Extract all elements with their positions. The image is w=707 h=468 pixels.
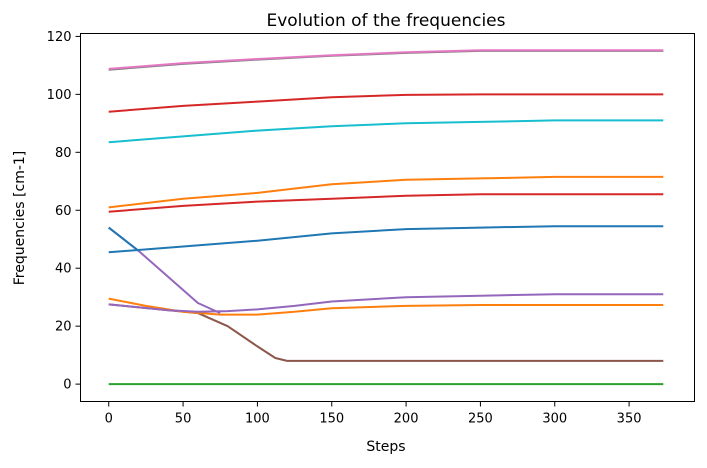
y-tick-label-0: 0 xyxy=(63,378,71,393)
x-tick-label-1: 50 xyxy=(175,412,192,427)
y-tick-label-4: 80 xyxy=(55,146,72,161)
y-tick-label-2: 40 xyxy=(55,262,72,277)
x-axis-title: Steps xyxy=(366,439,405,455)
y-tick-label-1: 20 xyxy=(55,320,72,335)
y-tick-label-6: 120 xyxy=(47,30,72,45)
series-line-3 xyxy=(108,293,664,313)
y-axis-title: Frequencies [cm-1] xyxy=(12,151,28,286)
x-tick-label-2: 100 xyxy=(245,412,270,427)
series-line-10 xyxy=(108,93,664,113)
y-axis: 0 20 40 60 80 100 120 xyxy=(47,30,81,393)
series-line-5 xyxy=(108,226,140,252)
x-tick-label-4: 200 xyxy=(394,412,419,427)
y-tick-label-5: 100 xyxy=(47,88,72,103)
x-tick-label-3: 150 xyxy=(319,412,344,427)
series-layer xyxy=(108,49,664,386)
series-line-9 xyxy=(108,119,664,144)
x-tick-label-5: 250 xyxy=(468,412,493,427)
x-tick-label-0: 0 xyxy=(105,412,113,427)
series-line-6 xyxy=(108,225,664,254)
chart-title: Evolution of the frequencies xyxy=(266,11,505,31)
series-line-12 xyxy=(108,49,664,70)
x-tick-label-6: 300 xyxy=(542,412,567,427)
series-line-8 xyxy=(108,175,664,209)
series-line-7 xyxy=(108,193,664,213)
x-axis: 0 50 100 150 200 250 300 350 xyxy=(105,401,642,427)
y-tick-label-3: 60 xyxy=(55,204,72,219)
x-tick-label-7: 350 xyxy=(617,412,642,427)
plot-frame xyxy=(80,33,695,402)
